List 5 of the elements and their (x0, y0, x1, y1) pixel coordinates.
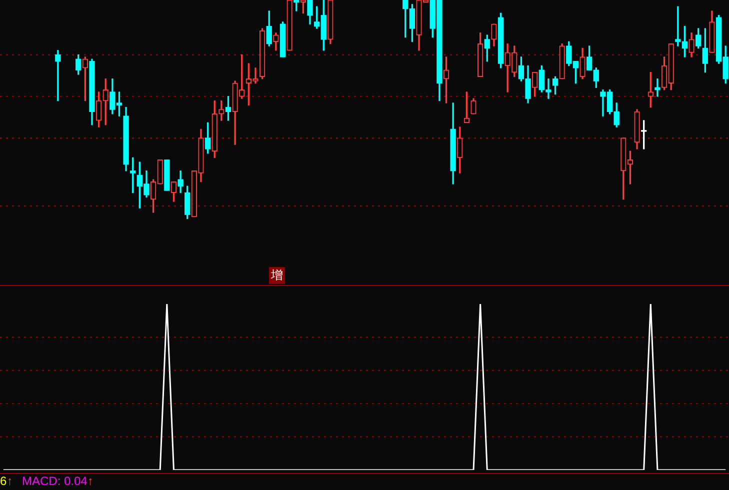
candlestick (218, 100, 224, 121)
text: 6↑ (0, 474, 13, 488)
candlestick (654, 78, 660, 97)
text: 增 (269, 267, 285, 284)
text: MACD: 0.04↑ (22, 474, 94, 488)
